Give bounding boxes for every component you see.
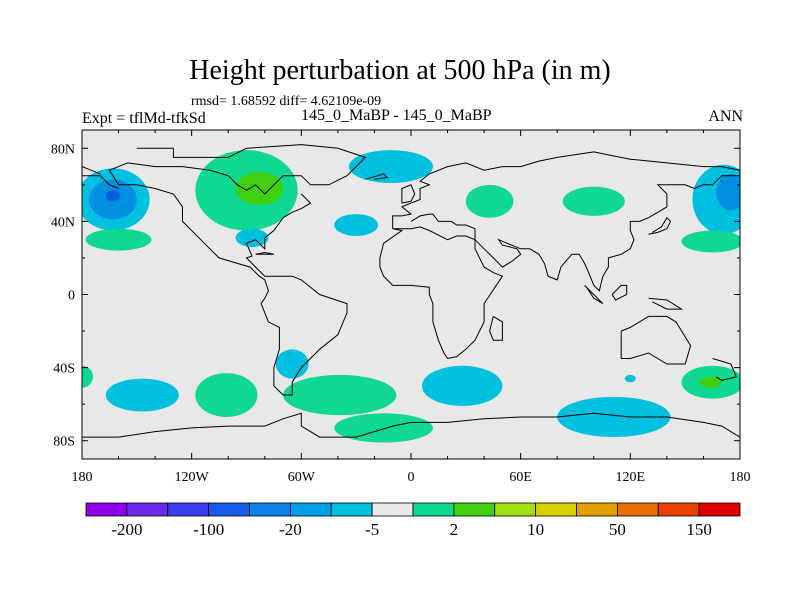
coastline-13 (584, 285, 604, 305)
contour-region-14 (275, 349, 309, 379)
contour-region-2 (105, 190, 121, 202)
coastline-17 (82, 166, 101, 175)
contour-region-3 (85, 228, 152, 251)
lon-tick-label: 60W (288, 470, 316, 485)
colorbar-swatch-5 (289, 502, 332, 517)
colorbar-swatch-2 (167, 502, 210, 517)
coastline-7 (82, 412, 740, 438)
colorbar-swatch-9 (453, 502, 496, 517)
coastline-15 (648, 297, 684, 310)
colorbar-swatch-0 (85, 502, 128, 517)
contour-region-10 (562, 186, 625, 216)
coastline-0 (108, 144, 367, 396)
lat-tick-label: 40N (51, 215, 75, 230)
contour-region-23 (699, 376, 722, 388)
colorbar-swatch-10 (494, 502, 537, 517)
lat-tick-label: 80N (51, 142, 75, 157)
coastline-8 (712, 358, 737, 381)
contour-region-13 (681, 230, 740, 253)
colorbar-swatch-1 (126, 502, 169, 517)
contour-region-16 (195, 373, 258, 417)
lat-tick-label: 0 (68, 289, 75, 304)
colorbar: -200 -100 -20 -5 2 10 50 150 (85, 502, 741, 539)
colorbar-swatch-6 (330, 502, 373, 517)
case-label: 145_0_MaBP - 145_0_MaBP (301, 107, 492, 124)
coastline-6 (620, 315, 692, 365)
colorbar-label: -20 (279, 520, 302, 539)
colorbar-label: 150 (686, 520, 712, 539)
lon-tick-label: 180 (72, 470, 93, 485)
coastline-12 (648, 216, 672, 235)
contour-region-9 (465, 184, 514, 218)
lon-tick-label: 120W (175, 470, 210, 485)
lon-tick-label: 120E (616, 470, 646, 485)
lon-tick-label: 180 (730, 470, 751, 485)
coastline-3 (379, 226, 504, 360)
contour-region-19 (421, 365, 503, 406)
colorbar-swatch-15 (698, 502, 741, 517)
contour-region-7 (334, 214, 379, 237)
colorbar-label: -5 (365, 520, 379, 539)
season-label: ANN (708, 108, 743, 125)
colorbar-label: 50 (609, 520, 626, 539)
experiment-label: Expt = tflMd-tfkSd (82, 110, 206, 127)
plot-title: Height perturbation at 500 hPa (in m) (189, 55, 611, 86)
colorbar-swatch-12 (576, 502, 618, 517)
contour-fill-layer (82, 150, 740, 443)
coastline-9 (489, 315, 503, 341)
colorbar-label: 10 (527, 520, 544, 539)
contour-region-15 (105, 378, 179, 412)
axis-ticks: 180 120W 60W 0 60E 120E 180 80N 40N 0 40S 80S (51, 130, 751, 485)
contour-region-21 (557, 396, 671, 438)
contour-region-20 (334, 413, 433, 443)
colorbar-swatch-3 (208, 502, 250, 517)
stats-text: rmsd= 1.68592 diff= 4.62109e-09 (191, 94, 382, 109)
coastline-1 (82, 175, 119, 189)
colorbar-swatch-13 (616, 502, 659, 517)
coastline-11 (365, 173, 389, 180)
colorbar-swatch-4 (249, 502, 291, 517)
coastline-4 (474, 175, 740, 292)
lat-tick-label: 40S (53, 362, 75, 377)
colorbar-swatch-14 (657, 502, 700, 517)
coastline-5 (410, 213, 476, 240)
coastline-14 (611, 284, 628, 301)
lat-tick-label: 80S (53, 435, 75, 450)
contour-region-8 (348, 150, 433, 184)
contour-region-24 (624, 374, 636, 383)
coastline-16 (255, 251, 274, 255)
colorbar-label: 2 (450, 520, 459, 539)
lon-tick-label: 0 (408, 470, 415, 485)
contour-region-18 (82, 365, 93, 388)
contour-region-12 (716, 173, 740, 211)
colorbar-label: -200 (111, 520, 142, 539)
coastline-2 (392, 151, 740, 229)
coastline-10 (401, 184, 416, 204)
contour-region-17 (283, 374, 397, 416)
contour-region-6 (235, 228, 269, 247)
lon-tick-label: 60E (509, 470, 532, 485)
colorbar-label: -100 (193, 520, 224, 539)
colorbar-swatch-7 (371, 502, 414, 517)
coastline-layer (82, 144, 740, 438)
colorbar-swatch-11 (535, 502, 577, 517)
colorbar-swatch-8 (412, 502, 455, 517)
